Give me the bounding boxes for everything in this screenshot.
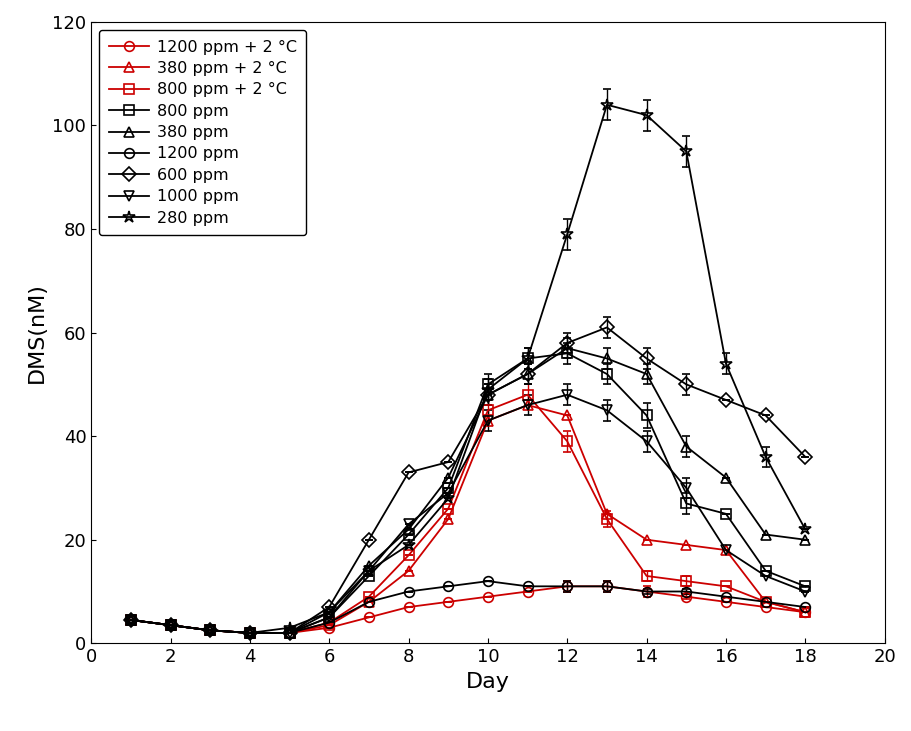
Legend: 1200 ppm + 2 °C, 380 ppm + 2 °C, 800 ppm + 2 °C, 800 ppm, 380 ppm, 1200 ppm, 600: 1200 ppm + 2 °C, 380 ppm + 2 °C, 800 ppm… [99, 30, 306, 235]
Y-axis label: DMS(nM): DMS(nM) [26, 282, 46, 383]
X-axis label: Day: Day [466, 672, 509, 692]
